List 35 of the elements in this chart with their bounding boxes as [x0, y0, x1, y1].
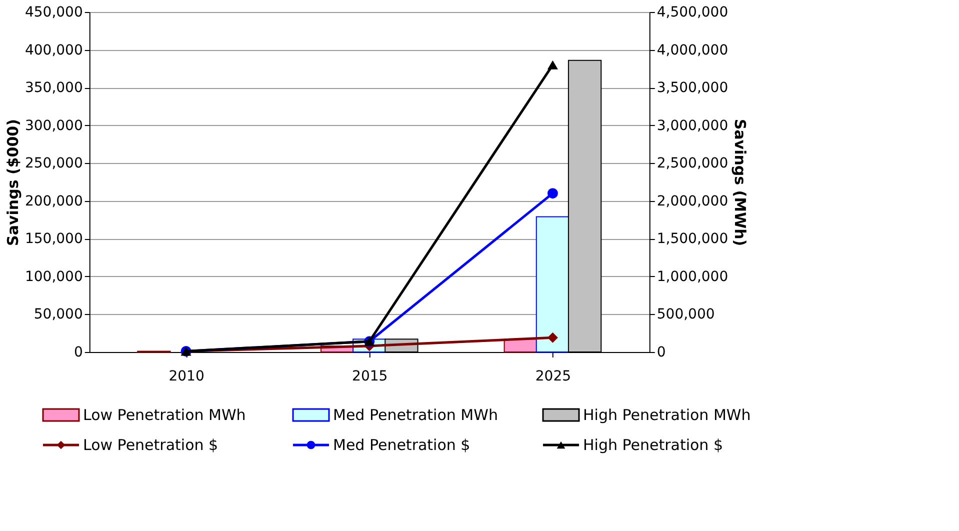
y2-tick-label: 500,000 [656, 306, 715, 323]
x-tick-label: 2010 [168, 368, 204, 384]
y-axis-title: Savings ($000) [4, 119, 22, 246]
y2-tick-label: 0 [656, 344, 666, 360]
y-tick-label: 0 [74, 344, 83, 360]
y-tick-label: 150,000 [24, 231, 83, 248]
y2-tick-label: 3,000,000 [656, 118, 728, 134]
legend-label: Low Penetration MWh [83, 406, 246, 424]
y-tick-label: 200,000 [24, 193, 83, 210]
x-tick-label: 2025 [535, 368, 572, 384]
bar [536, 216, 570, 352]
point [547, 60, 558, 70]
y2-tick-label: 4,500,000 [656, 4, 728, 20]
legend-label: Med Penetration $ [333, 436, 470, 454]
y2-tick-label: 3,500,000 [656, 80, 728, 96]
y-tick-label: 450,000 [24, 4, 83, 20]
y2-tick-label: 1,000,000 [656, 268, 728, 285]
y-tick-label: 50,000 [34, 306, 83, 323]
legend-label: High Penetration $ [583, 436, 724, 454]
y2-tick-label: 2,500,000 [656, 156, 728, 172]
legend-label: High Penetration MWh [583, 406, 751, 424]
y-tick-label: 400,000 [24, 42, 83, 58]
y2-axis-title: Savings (MWh) [731, 118, 750, 246]
y2-tick-label: 2,000,000 [656, 193, 728, 210]
y2-tick-label: 4,000,000 [656, 42, 728, 58]
y-tick-label: 300,000 [24, 118, 83, 134]
y-tick-label: 350,000 [24, 80, 83, 96]
point [547, 332, 558, 343]
legend-label: Low Penetration $ [83, 436, 218, 454]
point [547, 188, 558, 199]
y2-tick-label: 1,500,000 [656, 231, 728, 248]
y-tick-label: 250,000 [24, 156, 83, 172]
x-tick-label: 2015 [352, 368, 388, 384]
legend-label: Med Penetration MWh [333, 406, 498, 424]
y-tick-label: 100,000 [24, 268, 83, 285]
